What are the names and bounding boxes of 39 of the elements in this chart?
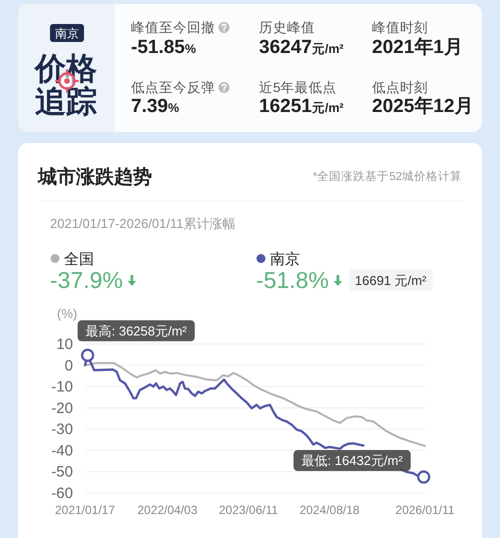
y-tick-label: -50 [51,464,73,481]
text: 7.39% [131,96,180,117]
x-tick-label: 2021/01/17 [54,503,116,517]
chart-title: 城市涨跌趋势 [37,166,152,188]
text: -51.85% [131,37,196,58]
text: 低点至今反弹 [131,80,215,95]
y-axis-title: (%) [57,306,78,321]
text: -51.8% [256,267,329,293]
text: 历史峰值 [259,20,315,35]
legend-label: 南京 [270,251,300,268]
text: *全国涨跌基于52城价格计算 [312,170,462,183]
annotation: 最低: 16432元/m² [302,453,404,468]
x-tick-label: 2022/04/03 [137,503,198,517]
annotation: 最高: 36258元/m² [86,323,188,338]
text: 近5年最低点 [259,80,337,95]
text: 2025年12月 [372,96,474,117]
y-tick-label: 10 [56,336,73,353]
y-tick-label: -30 [51,421,73,438]
y-tick-label: -10 [51,378,73,396]
y-tick-label: -20 [51,400,73,417]
text: 低点时刻 [372,80,428,95]
text: 2021年1月 [372,37,463,58]
line-series [84,362,426,447]
text: 16251元/m² [259,96,344,117]
y-tick-label: -40 [51,442,73,460]
text: 峰值至今回撤 [131,20,215,35]
x-tick-label: 2023/06/11 [218,503,278,517]
y-tick-label: 0 [64,357,73,374]
x-tick-label: 2026/01/11 [395,503,455,517]
text: -37.9% [50,267,123,293]
text: 价格追踪 [33,51,97,119]
chart-subtitle: 2021/01/17-2026/01/11累计涨幅 [50,216,236,231]
text: 南京 [55,26,79,40]
text: 16691 元/m² [354,273,428,288]
x-tick-label: 2024/08/18 [300,503,360,517]
text: 36247元/m² [259,37,344,58]
legend-label: 全国 [64,251,94,268]
text: 峰值时刻 [372,20,428,35]
y-tick-label: -60 [51,485,73,502]
